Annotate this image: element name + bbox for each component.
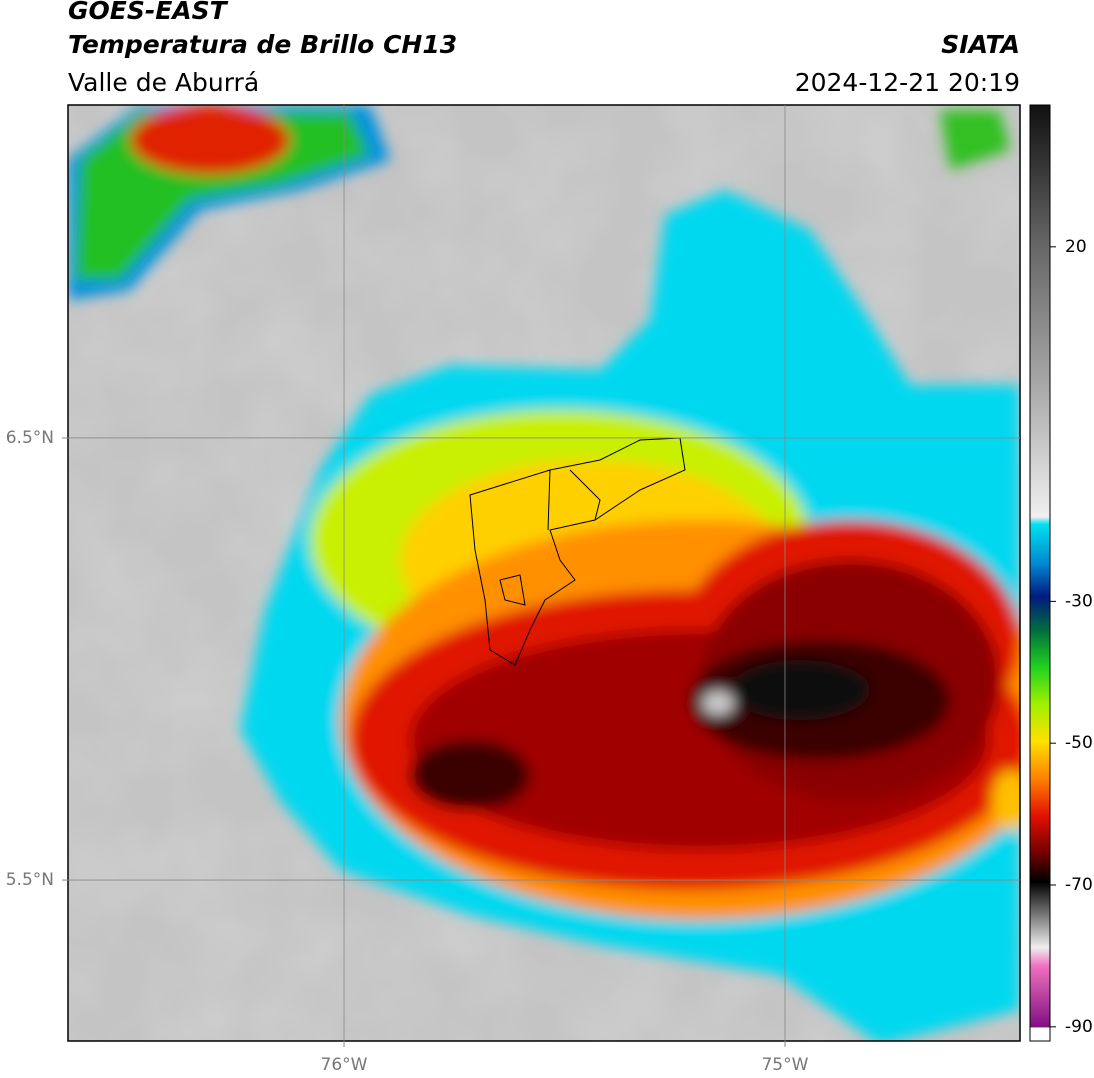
colorbar-tick-label: -70 xyxy=(1065,875,1093,895)
colorbar-tick-label: 20 xyxy=(1065,237,1087,257)
timestamp: 2024-12-21 20:19 xyxy=(794,68,1020,97)
agency-label: SIATA xyxy=(941,30,1020,59)
region-label: Valle de Aburrá xyxy=(68,68,260,97)
satellite-image xyxy=(68,105,1020,1041)
colorbar xyxy=(1029,104,1051,1042)
y-tick-label: 6.5°N xyxy=(6,428,54,448)
valley-outline xyxy=(469,437,686,666)
colorbar-tick-label: -50 xyxy=(1065,733,1093,753)
x-tick-label: 75°W xyxy=(761,1055,808,1075)
satellite-title: GOES-EAST xyxy=(68,0,227,25)
colorbar-tick-label: -30 xyxy=(1065,591,1093,611)
product-title: Temperatura de Brillo CH13 xyxy=(68,30,458,59)
colorbar-tick-label: -90 xyxy=(1065,1017,1093,1037)
x-tick-label: 76°W xyxy=(321,1055,368,1075)
y-tick-label: 5.5°N xyxy=(6,870,54,890)
map-frame xyxy=(67,104,1021,1042)
